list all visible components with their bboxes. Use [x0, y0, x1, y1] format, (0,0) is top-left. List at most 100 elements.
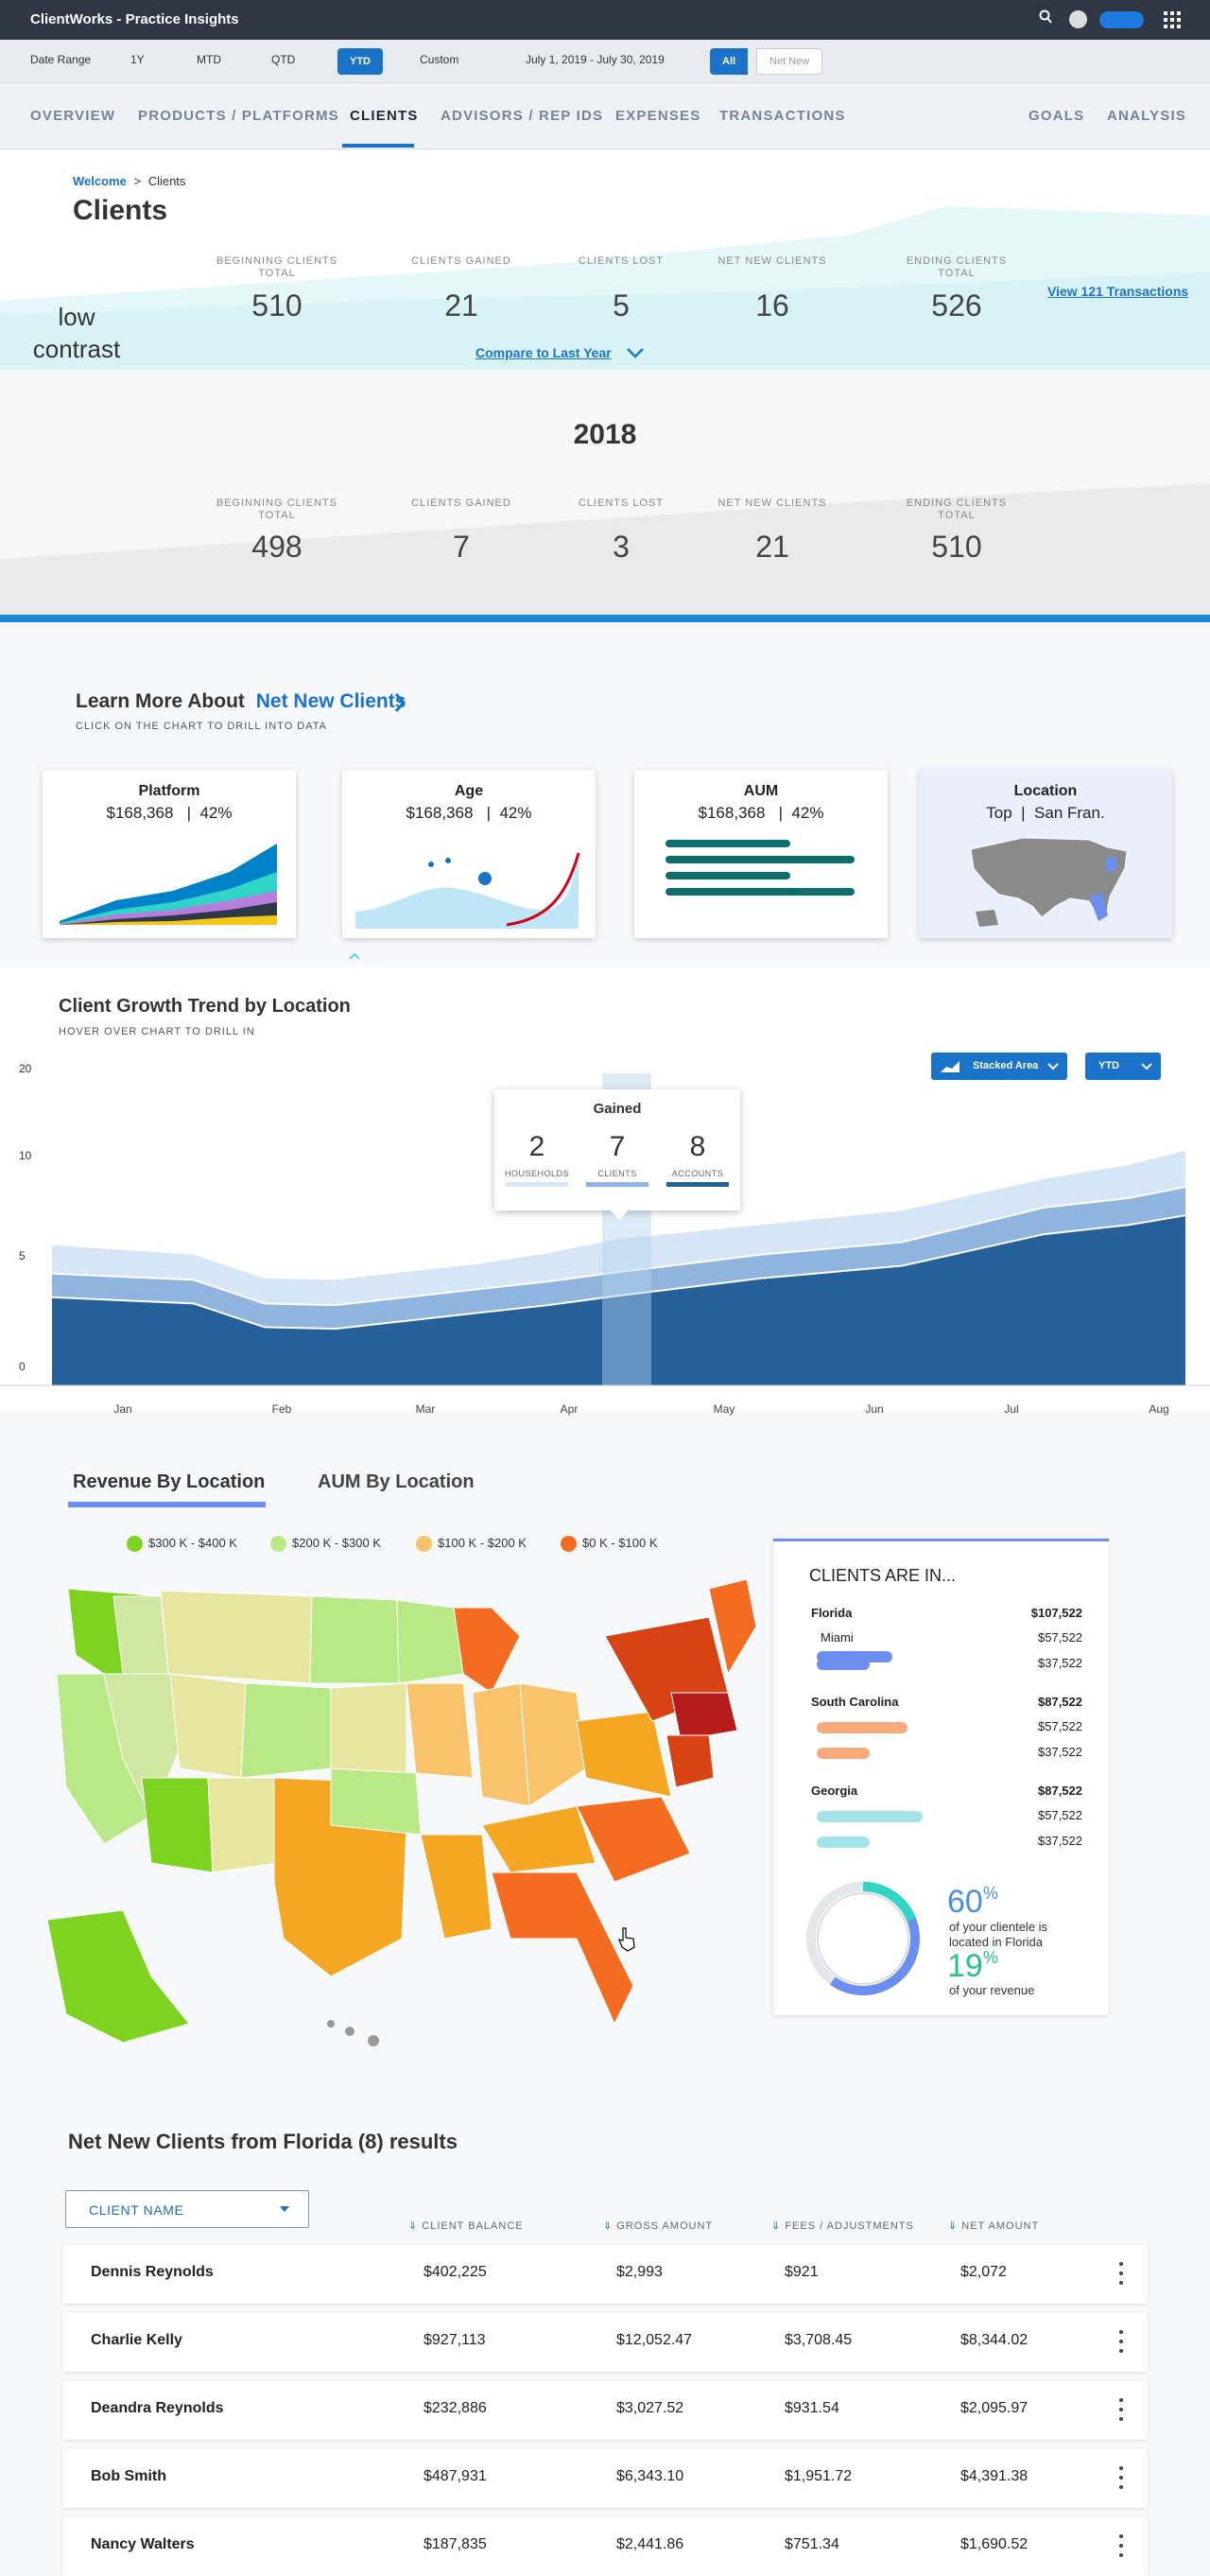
aum-card[interactable]: AUM $168,368 | 42% — [634, 770, 888, 938]
growth-sub: HOVER OVER CHART TO DRILL IN — [59, 1026, 255, 1037]
tab-analysis[interactable]: ANALYSIS — [1107, 108, 1187, 124]
prior-kpi-value: 3 — [613, 530, 630, 564]
app-title: ClientWorks - Practice Insights — [30, 11, 239, 27]
tooltip-accounts-label: ACCOUNTS — [671, 1169, 724, 1178]
table-title: Net New Clients from Florida (8) results — [68, 2130, 458, 2153]
kpi-value: 5 — [613, 288, 630, 322]
chart-tooltip: Gained 2 HOUSEHOLDS 7 CLIENTS 8 ACCOUNTS — [494, 1089, 740, 1210]
filter-mtd[interactable]: MTD — [197, 53, 221, 66]
card-value: $168,368 | 42% — [106, 804, 233, 822]
y-tick: 0 — [19, 1360, 26, 1373]
x-tick: Feb — [271, 1402, 292, 1416]
date-range-text[interactable]: July 1, 2019 - July 30, 2019 — [526, 53, 665, 66]
more-options-icon[interactable] — [1119, 2262, 1123, 2287]
filter-qtd[interactable]: QTD — [271, 53, 296, 66]
breadcrumb: Welcome > Clients — [73, 174, 185, 188]
card-title: Age — [454, 783, 484, 799]
filter-custom[interactable]: Custom — [420, 53, 459, 66]
tooltip-households-bar — [506, 1182, 568, 1187]
table-row[interactable]: Bob Smith $487,931 $6,343.10 $1,951.72 $4,39… — [62, 2449, 1148, 2508]
table-row[interactable]: Charlie Kelly $927,113 $12,052.47 $3,708.45… — [62, 2313, 1148, 2372]
header-net-amount[interactable]: ⇓ NET AMOUNT — [948, 2220, 1040, 2232]
client-name[interactable]: Nancy Walters — [91, 2536, 195, 2552]
client-name[interactable]: Dennis Reynolds — [91, 2264, 214, 2280]
chart-type-dropdown[interactable]: Stacked Area — [931, 1053, 1067, 1080]
more-options-icon[interactable] — [1119, 2466, 1123, 2491]
net-amount: $2,072 — [960, 2264, 1007, 2280]
header-client-balance[interactable]: ⇓ CLIENT BALANCE — [408, 2220, 524, 2232]
pct-clientele-text: of your clientele is located in Florida — [949, 1920, 1048, 1949]
caret-down-icon — [280, 2206, 289, 2212]
view-transactions-link[interactable]: View 121 Transactions — [1047, 284, 1189, 299]
filter-ytd[interactable]: YTD — [337, 48, 383, 75]
tab-expenses[interactable]: EXPENSES — [615, 108, 701, 124]
series-divider-line — [51, 1186, 1186, 1307]
net-amount: $4,391.38 — [960, 2468, 1028, 2484]
breadcrumb-home[interactable]: Welcome — [73, 174, 127, 188]
value-bar — [817, 1659, 870, 1670]
table-row[interactable]: Dennis Reynolds $402,225 $2,993 $921 $2,072 — [62, 2245, 1148, 2304]
apps-grid-icon[interactable] — [1164, 11, 1181, 28]
net-new-clients-link[interactable]: Net New Clients — [255, 690, 406, 712]
compare-last-year-link[interactable]: Compare to Last Year — [475, 345, 612, 360]
legend-dot — [127, 1536, 143, 1553]
client-name[interactable]: Bob Smith — [91, 2468, 166, 2484]
header-fees[interactable]: ⇓ FEES / ADJUSTMENTS — [771, 2220, 914, 2232]
client-balance: $402,225 — [424, 2264, 487, 2280]
more-options-icon[interactable] — [1119, 2398, 1123, 2423]
city-value: $57,522 — [1038, 1719, 1082, 1733]
learn-more-prefix: Learn More About — [76, 690, 245, 712]
search-icon[interactable] — [1039, 9, 1052, 25]
legend-dot — [416, 1536, 432, 1553]
tab-advisors[interactable]: ADVISORS / REP IDS — [441, 108, 604, 124]
age-card[interactable]: Age $168,368 | 42% — [342, 770, 596, 938]
chevron-right-icon[interactable] — [393, 691, 406, 714]
aum-bar — [666, 872, 790, 879]
caret-up-icon — [349, 952, 360, 960]
toggle-net-new[interactable]: Net New — [756, 48, 823, 75]
tooltip-title: Gained — [593, 1101, 642, 1117]
net-amount: $2,095.97 — [960, 2400, 1028, 2416]
state-name: South Carolina — [811, 1695, 899, 1709]
donut-chart — [806, 1882, 920, 1995]
client-name-select[interactable]: CLIENT NAME — [65, 2190, 309, 2228]
tooltip-caret — [610, 1210, 629, 1220]
kpi-label: Net New Clients — [717, 255, 827, 267]
tab-overview[interactable]: OVERVIEW — [30, 108, 116, 124]
avatar[interactable] — [1069, 10, 1087, 28]
toggle-switch[interactable] — [1099, 11, 1144, 28]
x-tick: May — [713, 1402, 735, 1416]
value-bar — [817, 1722, 908, 1733]
client-name[interactable]: Deandra Reynolds — [91, 2400, 224, 2416]
toggle-all[interactable]: All — [710, 48, 749, 75]
state-total: $87,522 — [1038, 1695, 1082, 1709]
tab-clients[interactable]: CLIENTS — [350, 108, 419, 124]
chevron-down-icon[interactable] — [626, 346, 645, 359]
prior-kpi-value: 21 — [755, 530, 789, 564]
header-gross-amount[interactable]: ⇓ GROSS AMOUNT — [603, 2220, 714, 2232]
tab-revenue-by-location[interactable]: Revenue By Location — [73, 1471, 266, 1492]
table-row[interactable]: Nancy Walters $187,835 $2,441.86 $751.34 $1,… — [62, 2517, 1148, 2576]
filter-1y[interactable]: 1Y — [130, 53, 145, 66]
fees-adjustments: $1,951.72 — [785, 2468, 853, 2484]
hero-background — [0, 206, 1210, 370]
prior-kpi-label: Clients Lost — [578, 497, 665, 509]
tab-transactions[interactable]: TRANSACTIONS — [719, 108, 846, 124]
area-series-base[interactable] — [52, 1215, 1185, 1385]
prior-year-background — [0, 483, 1210, 615]
tab-goals[interactable]: GOALS — [1028, 108, 1085, 124]
tab-products-platforms[interactable]: PRODUCTS / PLATFORMS — [138, 108, 339, 124]
us-revenue-map[interactable] — [47, 1579, 766, 2052]
y-tick: 20 — [19, 1062, 32, 1075]
y-tick: 10 — [19, 1149, 32, 1162]
more-options-icon[interactable] — [1119, 2330, 1123, 2355]
table-row[interactable]: Deandra Reynolds $232,886 $3,027.52 $931.54… — [62, 2381, 1148, 2440]
stacked-area-icon — [941, 1061, 959, 1072]
platform-card[interactable]: Platform $168,368 | 42% — [43, 770, 296, 938]
active-tab-indicator — [342, 144, 414, 148]
state-name: Georgia — [811, 1784, 858, 1798]
client-name[interactable]: Charlie Kelly — [91, 2332, 182, 2348]
location-card[interactable]: Location Top | San Fran. — [919, 770, 1172, 938]
more-options-icon[interactable] — [1119, 2534, 1123, 2559]
tab-aum-by-location[interactable]: AUM By Location — [318, 1471, 475, 1492]
